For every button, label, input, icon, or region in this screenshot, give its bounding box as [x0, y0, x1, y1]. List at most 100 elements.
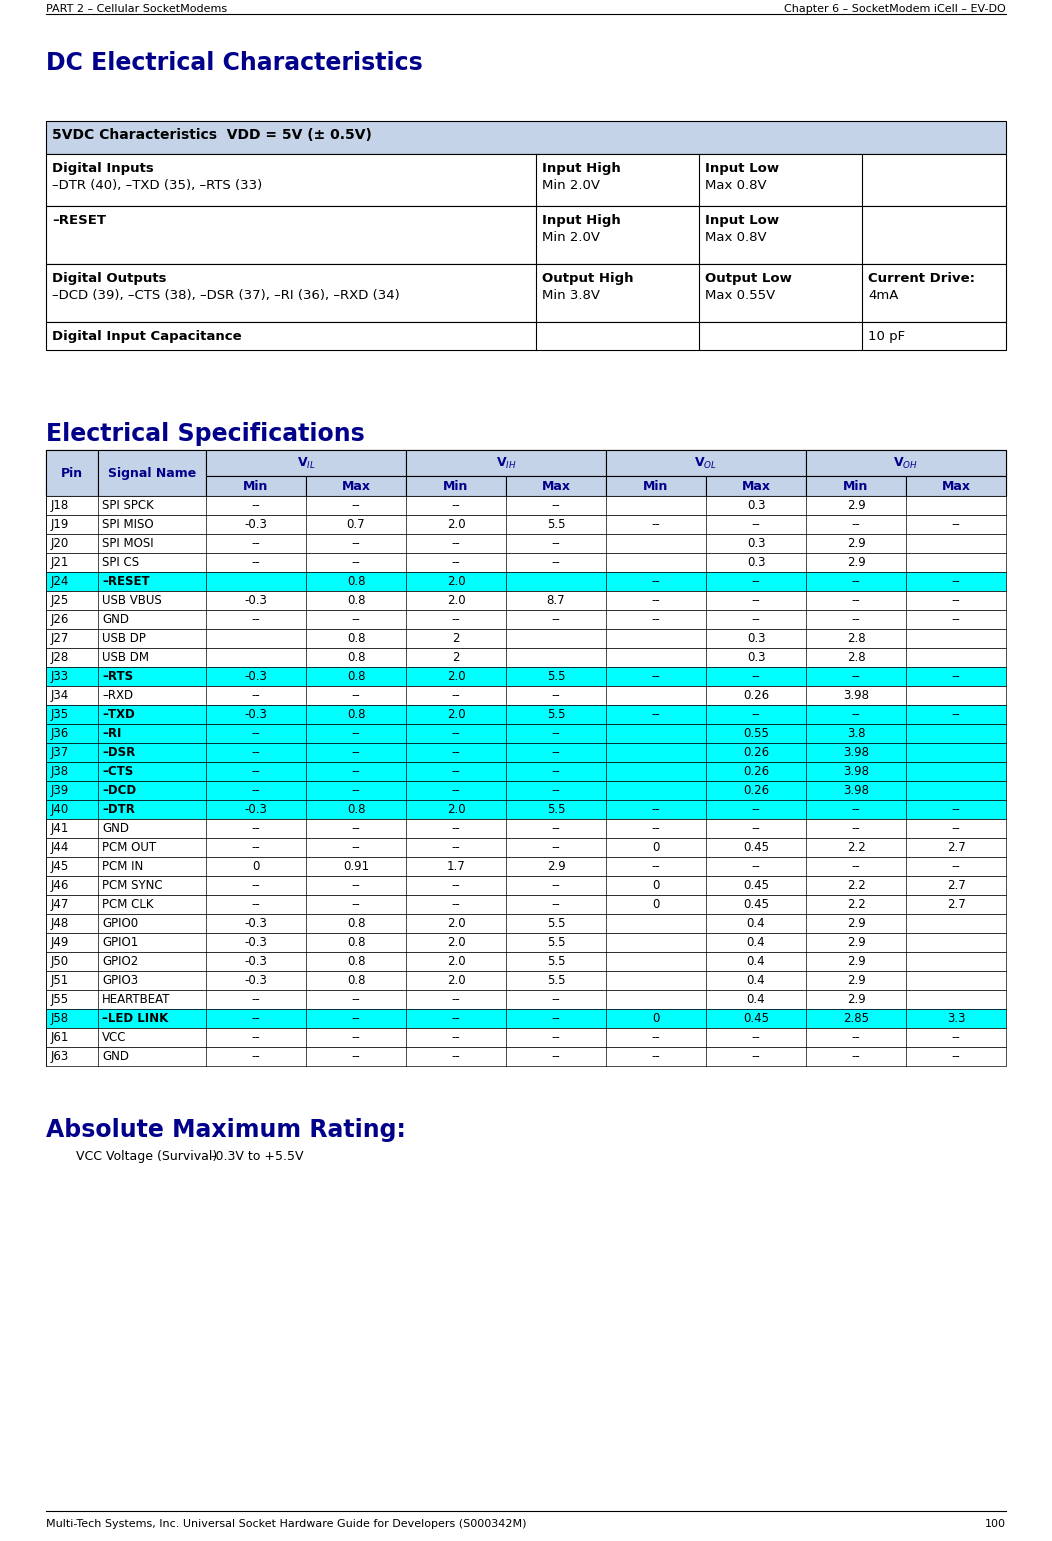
Text: Min: Min: [644, 479, 669, 493]
Text: 2.0: 2.0: [447, 917, 465, 931]
Text: --: --: [351, 536, 361, 550]
Text: Digital Input Capacitance: Digital Input Capacitance: [52, 330, 242, 344]
Text: --: --: [351, 764, 361, 778]
Text: 2.7: 2.7: [947, 898, 966, 911]
Text: --: --: [751, 803, 761, 817]
Text: --: --: [651, 575, 661, 589]
Text: --: --: [351, 1049, 361, 1063]
Text: Min 2.0V: Min 2.0V: [542, 179, 600, 193]
Text: --: --: [451, 841, 461, 854]
Text: 0.3: 0.3: [747, 499, 765, 512]
Text: --: --: [952, 821, 960, 835]
Text: Signal Name: Signal Name: [108, 467, 196, 479]
Text: Max 0.8V: Max 0.8V: [705, 231, 767, 243]
Text: J41: J41: [50, 821, 69, 835]
Text: Min 2.0V: Min 2.0V: [542, 231, 600, 243]
Text: --: --: [451, 536, 461, 550]
Text: PCM OUT: PCM OUT: [102, 841, 156, 854]
Text: J33: J33: [50, 670, 69, 683]
Text: PCM CLK: PCM CLK: [102, 898, 154, 911]
Text: 0.55: 0.55: [743, 727, 769, 740]
Text: USB VBUS: USB VBUS: [102, 593, 162, 607]
Text: 5.5: 5.5: [547, 935, 565, 949]
Bar: [46, 572, 1006, 592]
Text: 0.8: 0.8: [347, 632, 365, 646]
Bar: [46, 649, 1006, 667]
Bar: [46, 535, 1006, 553]
Text: V$_{IH}$: V$_{IH}$: [495, 456, 517, 470]
Text: J21: J21: [50, 556, 69, 569]
Text: J39: J39: [50, 784, 69, 797]
Text: GPIO3: GPIO3: [102, 974, 138, 986]
Text: Max: Max: [342, 479, 370, 493]
Text: --: --: [551, 878, 561, 892]
Bar: [46, 818, 1006, 838]
Text: J19: J19: [50, 518, 69, 532]
Text: GND: GND: [102, 613, 129, 626]
Text: --: --: [251, 613, 261, 626]
Text: 5.5: 5.5: [547, 707, 565, 721]
Text: --: --: [651, 1049, 661, 1063]
Text: 2.0: 2.0: [447, 974, 465, 986]
Text: J28: J28: [50, 650, 69, 664]
Text: 0: 0: [652, 878, 660, 892]
Text: --: --: [451, 764, 461, 778]
Text: 0.45: 0.45: [743, 878, 769, 892]
Text: --: --: [351, 784, 361, 797]
Text: Max: Max: [542, 479, 570, 493]
Text: -0.3: -0.3: [244, 803, 267, 817]
Text: –RI: –RI: [102, 727, 121, 740]
Bar: [46, 264, 1006, 322]
Text: Max: Max: [742, 479, 770, 493]
Text: J26: J26: [50, 613, 69, 626]
Text: J37: J37: [50, 746, 69, 760]
Text: J61: J61: [50, 1031, 69, 1043]
Text: V$_{IL}$: V$_{IL}$: [297, 456, 316, 470]
Text: --: --: [952, 1031, 960, 1043]
Text: --: --: [451, 499, 461, 512]
Text: 5.5: 5.5: [547, 803, 565, 817]
Text: --: --: [551, 499, 561, 512]
Text: --: --: [551, 821, 561, 835]
Text: 0.4: 0.4: [747, 992, 765, 1006]
Bar: [706, 476, 806, 496]
Bar: [46, 838, 1006, 857]
Text: --: --: [251, 727, 261, 740]
Text: USB DM: USB DM: [102, 650, 149, 664]
Text: --: --: [852, 593, 861, 607]
Text: V$_{OL}$: V$_{OL}$: [694, 456, 717, 470]
Text: --: --: [251, 1012, 261, 1025]
Text: VCC Voltage (Survival): VCC Voltage (Survival): [76, 1150, 218, 1163]
Text: --: --: [852, 518, 861, 532]
Text: 2.9: 2.9: [847, 935, 866, 949]
Text: 5.5: 5.5: [547, 518, 565, 532]
Text: --: --: [651, 1031, 661, 1043]
Bar: [46, 450, 98, 496]
Text: 0.91: 0.91: [343, 860, 369, 874]
Bar: [306, 476, 406, 496]
Text: --: --: [251, 536, 261, 550]
Text: GPIO2: GPIO2: [102, 955, 138, 968]
Text: 0.7: 0.7: [347, 518, 365, 532]
Text: --: --: [351, 1031, 361, 1043]
Text: --: --: [251, 821, 261, 835]
Text: --: --: [952, 518, 960, 532]
Text: 2.9: 2.9: [547, 860, 565, 874]
Text: --: --: [251, 499, 261, 512]
Text: 3.8: 3.8: [847, 727, 865, 740]
Text: J46: J46: [50, 878, 69, 892]
Text: --: --: [351, 556, 361, 569]
Text: PCM IN: PCM IN: [102, 860, 143, 874]
Bar: [46, 667, 1006, 686]
Text: –RXD: –RXD: [102, 689, 134, 703]
Text: 0.4: 0.4: [747, 955, 765, 968]
Text: --: --: [651, 803, 661, 817]
Text: Output High: Output High: [542, 273, 633, 285]
Text: --: --: [451, 727, 461, 740]
Text: 2.7: 2.7: [947, 841, 966, 854]
Text: 3.3: 3.3: [947, 1012, 966, 1025]
Text: 0.26: 0.26: [743, 764, 769, 778]
Text: --: --: [551, 841, 561, 854]
Text: J50: J50: [50, 955, 69, 968]
Text: --: --: [952, 613, 960, 626]
